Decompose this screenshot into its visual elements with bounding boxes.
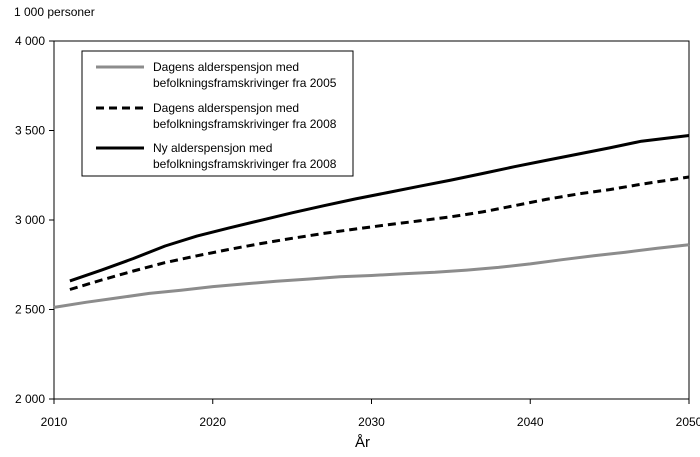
legend-entry-label: befolkningsframskrivinger fra 2005 <box>153 76 337 90</box>
x-tick-label: 2010 <box>41 415 68 429</box>
x-tick-label: 2040 <box>517 415 544 429</box>
legend-entry-label: Ny alderspensjon med <box>153 141 272 155</box>
y-axis-unit-label: 1 000 personer <box>14 5 95 19</box>
x-tick-label: 2050 <box>676 415 700 429</box>
y-tick-label: 3 000 <box>15 213 45 227</box>
y-tick-label: 2 500 <box>15 303 45 317</box>
x-tick-label: 2020 <box>199 415 226 429</box>
chart-legend: Dagens alderspensjon med befolkningsframs… <box>81 50 354 177</box>
y-tick-label: 3 500 <box>15 124 45 138</box>
legend-entry-label: befolkningsframskrivinger fra 2008 <box>153 157 337 171</box>
chart-axes: 2 000 2 500 3 000 3 500 4 000 2010 2020 2030 204… <box>15 34 700 429</box>
legend-box <box>81 50 354 177</box>
series-line-dagens-2008 <box>69 175 690 291</box>
legend-entry-label: Dagens alderspensjon med <box>153 60 299 74</box>
series-line-ny-2008 <box>69 134 690 283</box>
chart-series-layer <box>53 134 690 309</box>
x-tick-label: 2030 <box>358 415 385 429</box>
x-axis-label: År <box>355 434 370 451</box>
y-tick-label: 4 000 <box>15 34 45 48</box>
legend-entry-label: befolkningsframskrivinger fra 2008 <box>153 117 337 131</box>
legend-entry-label: Dagens alderspensjon med <box>153 101 299 115</box>
y-tick-label: 2 000 <box>15 392 45 406</box>
series-line-dagens-2005 <box>53 243 690 309</box>
